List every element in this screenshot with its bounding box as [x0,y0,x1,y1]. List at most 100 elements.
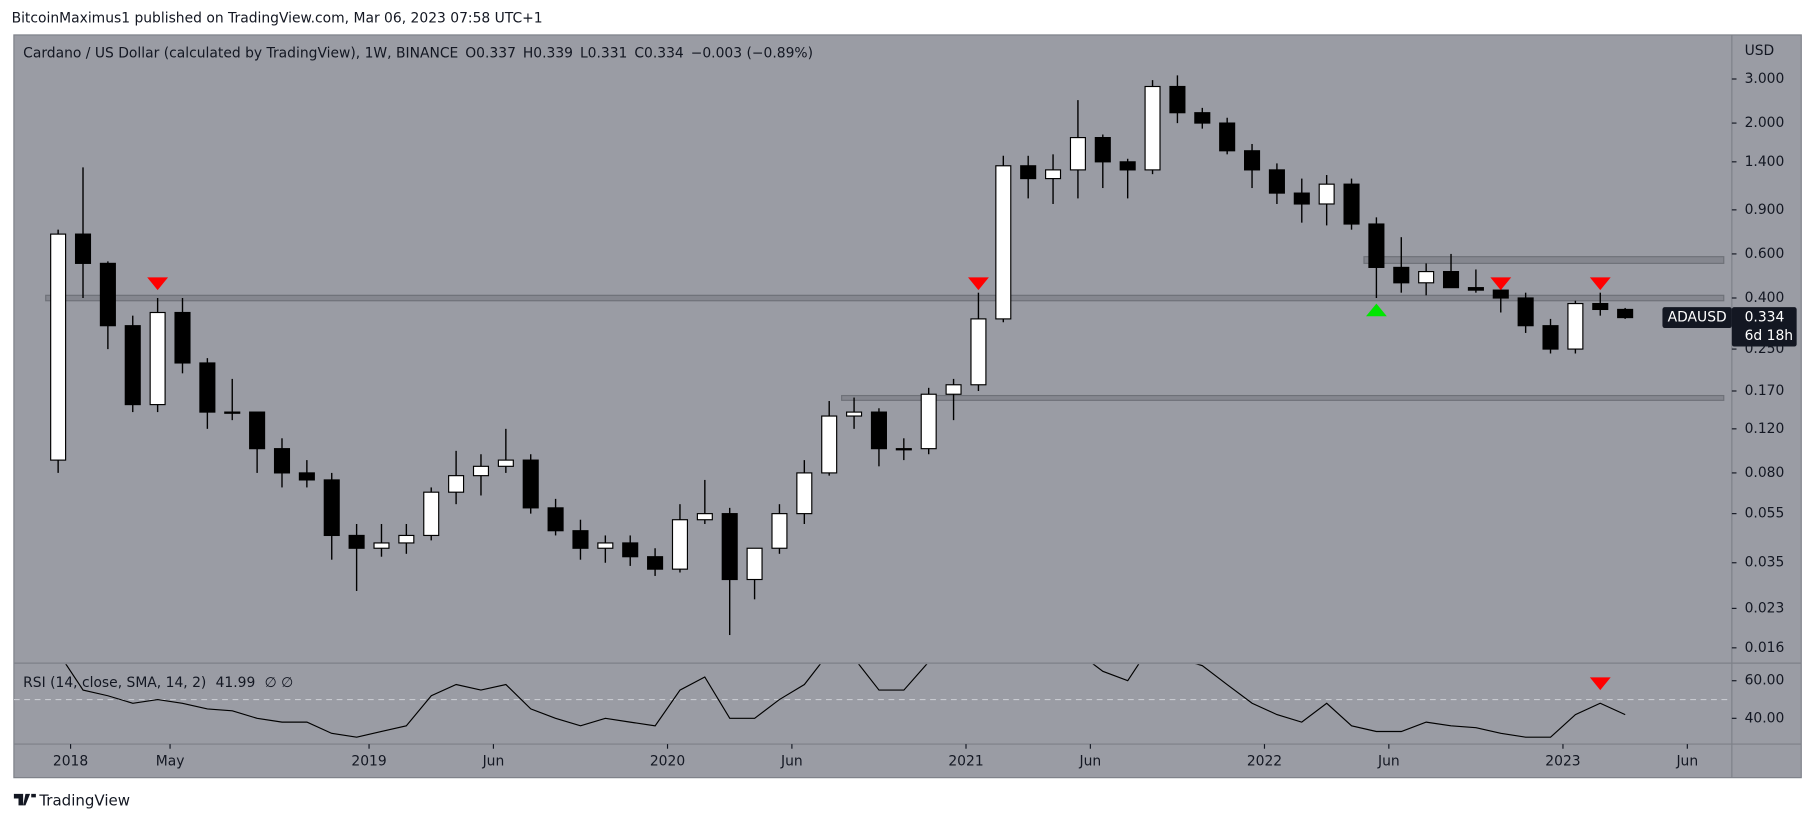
y-tick-label: 0.600 [1745,246,1785,262]
signal-marker [1490,277,1512,291]
y-tick-label: 0.080 [1745,465,1785,481]
candle-body [174,311,191,364]
x-tick-label: Jun [1675,753,1698,769]
y-axis-unit: USD [1745,43,1775,59]
chart-background [13,34,1802,779]
candle-body [995,165,1012,320]
candle-body [1069,137,1086,171]
candle-body [1617,308,1634,319]
candle-body [1194,112,1211,124]
price-pane [45,75,1725,636]
signal-marker [147,277,169,291]
candle-body [547,507,564,532]
candle-body [1020,165,1037,180]
candle-body [522,459,539,509]
footer-brand: TradingView [38,791,130,809]
rsi-y-tick-label: 40.00 [1745,710,1785,726]
symbol-tag [1662,307,1732,328]
candle-body [298,472,315,481]
chart-legend: Cardano / US Dollar (calculated by Tradi… [23,45,813,61]
horizontal-zone [841,394,1725,401]
y-tick-label: 0.023 [1745,600,1785,616]
candle-body [1467,287,1484,291]
candle-body [1144,85,1161,171]
y-tick-label: 0.120 [1745,421,1785,437]
candle-body [821,415,838,474]
candle-body [348,534,365,549]
y-tick-label: 0.900 [1745,202,1785,218]
horizontal-zone [45,294,1725,302]
candle-body [746,547,763,581]
candle-body [1268,169,1285,194]
candle-body [74,233,92,264]
y-tick-label: 3.000 [1745,71,1785,87]
x-tick-label: Jun [1079,753,1102,769]
rsi-signal-marker [1589,677,1611,691]
rsi-value: 41.99 [216,675,256,691]
candle-body [1119,161,1136,171]
candle-body [50,233,67,461]
overlay: 3.0002.0001.4000.9000.6000.4000.2500.170… [53,71,1797,769]
candle-body [622,542,639,558]
publisher-line: BitcoinMaximus1 published on TradingView… [12,11,543,27]
symbol-label: ADAUSD [1668,310,1727,326]
candle-body [1293,192,1310,205]
y-tick-label: 0.055 [1745,506,1785,522]
candle-body [1343,183,1360,225]
price-label: 0.334 [1745,310,1785,326]
horizontal-zone [1363,256,1725,264]
x-tick-label: 2021 [948,753,983,769]
candle-body [1517,297,1534,327]
candle-body [224,411,241,414]
y-tick-label: 1.400 [1745,154,1785,170]
candle-body [920,393,937,450]
candle-body [870,411,887,450]
y-tick-label: 0.170 [1745,383,1785,399]
rsi-line [65,664,1626,738]
x-tick-label: 2023 [1545,753,1580,769]
candle-body [647,556,664,570]
candle-body [373,542,390,549]
candle-body [1094,137,1111,163]
legend-title: Cardano / US Dollar (calculated by Tradi… [23,45,458,61]
candle-body [199,362,216,413]
x-tick-label: 2019 [351,753,386,769]
x-tick-label: Jun [1377,753,1400,769]
candle-body [323,479,340,537]
y-tick-label: 2.000 [1745,115,1785,131]
rsi-pane [13,664,1732,738]
candle-body [99,262,116,327]
candle-body [1169,85,1186,114]
signal-marker [1365,303,1387,317]
candle-body [970,318,987,386]
price-tag [1731,307,1797,347]
candle-body [1318,183,1335,205]
y-tick-label: 0.400 [1745,290,1785,306]
candle-body [1368,223,1385,268]
rsi-y-tick-label: 60.00 [1745,673,1785,689]
x-tick-label: 2022 [1247,753,1282,769]
y-tick-label: 0.016 [1745,640,1785,656]
x-tick-label: 2018 [53,753,88,769]
candle-body [423,491,440,537]
candle-body [597,542,614,549]
legend-open: O0.337 [465,45,516,61]
legend-close: C0.334 [634,45,684,61]
legend-high: H0.339 [523,45,573,61]
candle-body [945,384,962,395]
x-tick-label: 2020 [650,753,685,769]
candle-body [696,513,713,521]
rsi-title: RSI (14, close, SMA, 14, 2) [23,675,206,691]
candle-body [572,530,589,549]
candle-body [846,411,863,417]
candle-body [1393,266,1410,284]
candle-body [1045,169,1062,180]
candle-body [1219,122,1236,152]
rsi-extra: ∅ ∅ [265,675,294,691]
candle-body [1542,325,1559,350]
candle-body [721,513,738,581]
candle-body [1567,302,1584,350]
candle-body [671,519,689,570]
candle-body [448,475,465,493]
